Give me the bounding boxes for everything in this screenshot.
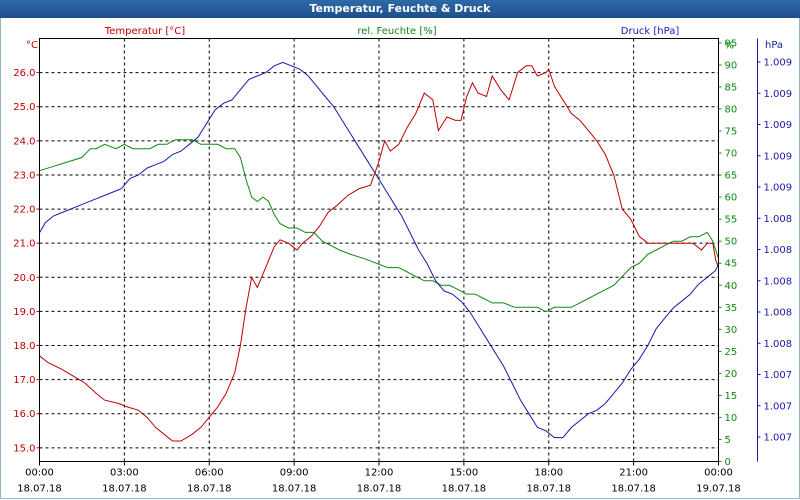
pressure-tick-label: 1.009 xyxy=(764,58,793,69)
x-tick-date: 18.07.18 xyxy=(17,484,62,495)
x-tick-time: 12:00 xyxy=(365,468,394,479)
humidity-tick-label: 45 xyxy=(725,259,738,270)
temperature-tick-label: 22.0 xyxy=(13,205,35,216)
temperature-unit: °C xyxy=(26,40,38,51)
pressure-axis: 1.007 1.007 1.007 1.008 1.008 1.008 1.008 1.008… xyxy=(757,38,793,462)
pressure-tick-label: 1.008 xyxy=(764,339,793,350)
temperature-tick-label: 25.0 xyxy=(13,102,35,113)
temperature-tick-label: 20.0 xyxy=(13,273,35,284)
pressure-header: Druck [hPa] xyxy=(621,26,680,37)
humidity-axis: 0 5 10 15 20 25 30 35 40 45 50 55 60 65 70 75 80 85 90 95% xyxy=(718,38,738,468)
pressure-tick-label: 1.008 xyxy=(764,276,793,287)
x-tick-date: 18.07.18 xyxy=(187,484,232,495)
pressure-tick-label: 1.009 xyxy=(764,120,793,131)
x-tick-date: 18.07.18 xyxy=(272,484,317,495)
humidity-tick-label: 90 xyxy=(725,60,738,71)
humidity-tick-label: 55 xyxy=(725,215,738,226)
temperature-tick-label: 23.0 xyxy=(13,170,35,181)
x-tick-date: 18.07.18 xyxy=(357,484,402,495)
x-tick-time: 06:00 xyxy=(195,468,224,479)
temperature-tick-label: 16.0 xyxy=(13,409,35,420)
temperature-tick-label: 15.0 xyxy=(13,443,35,454)
temperature-axis: 15.0 16.0 17.0 18.0 19.0 20.0 21.0 22.0 23.0 24.0… xyxy=(13,68,40,454)
humidity-tick-label: 30 xyxy=(725,325,738,336)
humidity-tick-label: 25 xyxy=(725,347,738,358)
x-tick-time: 00:00 xyxy=(25,468,54,479)
chart-title-bar: Temperatur, Feuchte & Druck xyxy=(0,0,800,18)
humidity-tick-label: 85 xyxy=(725,82,738,93)
x-tick-time: 18:00 xyxy=(534,468,563,479)
temperature-header: Temperatur [°C] xyxy=(104,26,185,37)
pressure-tick-label: 1.008 xyxy=(764,214,793,225)
plot-border xyxy=(39,38,719,462)
temperature-tick-label: 26.0 xyxy=(13,68,35,79)
x-tick-time: 09:00 xyxy=(280,468,309,479)
humidity-tick-label: 80 xyxy=(725,105,738,116)
pressure-tick-label: 1.008 xyxy=(764,308,793,319)
pressure-tick-label: 1.007 xyxy=(764,370,793,381)
humidity-tick-label: 65 xyxy=(725,171,738,182)
humidity-header: rel. Feuchte [%] xyxy=(357,26,436,37)
x-tick-date: 18.07.18 xyxy=(442,484,487,495)
pressure-tick-label: 1.008 xyxy=(764,245,793,256)
humidity-tick-label: 95 xyxy=(725,38,738,49)
humidity-tick-label: 60 xyxy=(725,193,738,204)
x-tick-time: 21:00 xyxy=(619,468,648,479)
temperature-tick-label: 17.0 xyxy=(13,375,35,386)
temperature-tick-label: 21.0 xyxy=(13,239,35,250)
pressure-tick-label: 1.009 xyxy=(764,183,793,194)
grid xyxy=(39,38,719,462)
pressure-tick-label: 1.007 xyxy=(764,433,793,444)
humidity-tick-label: 70 xyxy=(725,149,738,160)
x-tick-date: 18.07.18 xyxy=(611,484,656,495)
x-tick-date: 18.07.18 xyxy=(526,484,571,495)
humidity-tick-label: 15 xyxy=(725,391,738,402)
series-lines xyxy=(39,61,719,442)
humidity-tick-label: 40 xyxy=(725,281,738,292)
temperature-tick-label: 24.0 xyxy=(13,136,35,147)
x-tick-time: 15:00 xyxy=(449,468,478,479)
x-tick-date: 19.07.18 xyxy=(696,484,741,495)
pressure-tick-label: 1.007 xyxy=(764,401,793,412)
humidity-tick-label: % xyxy=(725,41,735,52)
time-axis: 00:00 18.07.18 03:00 18.07.18 06:00 18.07.18 0… xyxy=(17,461,741,495)
x-tick-date: 18.07.18 xyxy=(102,484,147,495)
pressure-tick-label: 1.009 xyxy=(764,89,793,100)
pressure-tick-label: 1.009 xyxy=(764,151,793,162)
humidity-tick-label: 75 xyxy=(725,127,738,138)
series-line xyxy=(39,139,719,313)
humidity-tick-label: 5 xyxy=(725,435,731,446)
series-line xyxy=(39,61,719,439)
x-tick-time: 03:00 xyxy=(110,468,139,479)
series-line xyxy=(39,65,719,442)
humidity-tick-label: 0 xyxy=(725,457,731,468)
pressure-unit: hPa xyxy=(765,40,783,51)
humidity-tick-label: 50 xyxy=(725,237,738,248)
temperature-tick-label: 19.0 xyxy=(13,307,35,318)
temperature-tick-label: 18.0 xyxy=(13,341,35,352)
x-tick-time: 00:00 xyxy=(704,468,733,479)
humidity-tick-label: 35 xyxy=(725,303,738,314)
humidity-tick-label: 20 xyxy=(725,369,738,380)
chart-title: Temperatur, Feuchte & Druck xyxy=(309,2,491,15)
humidity-tick-label: 10 xyxy=(725,413,738,424)
